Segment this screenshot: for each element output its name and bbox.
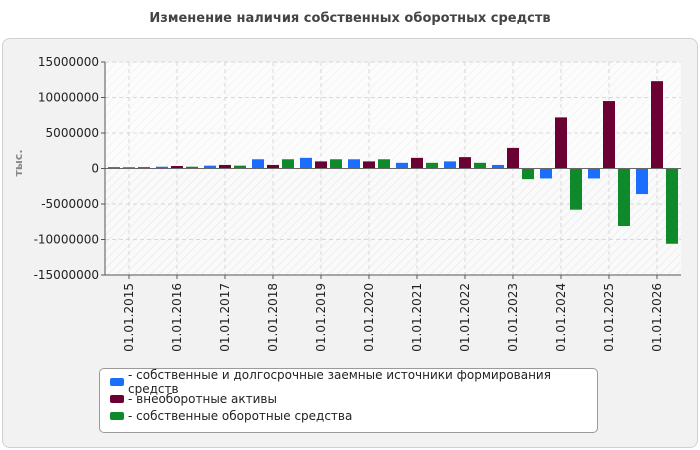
bar (234, 165, 246, 169)
bar (522, 168, 534, 180)
bar (588, 168, 600, 179)
y-tick-label: 10000000 (38, 91, 99, 105)
bar (156, 166, 168, 169)
bar (636, 168, 648, 195)
y-tick-label: 5000000 (46, 126, 99, 140)
legend-item-working-capital: - собственные оборотные средства (110, 407, 597, 424)
y-tick-label: -15000000 (34, 268, 99, 282)
bar (378, 159, 390, 169)
bar (492, 164, 504, 169)
legend-label-working-capital: - собственные оборотные средства (128, 408, 353, 423)
x-tick-label: 01.01.2017 (218, 283, 232, 352)
bar (507, 147, 519, 169)
bar (396, 162, 408, 169)
bar (108, 167, 120, 169)
bar (474, 162, 486, 169)
legend-swatch-working-capital (110, 411, 124, 420)
legend-item-noncurrent-assets: - внеоборотные активы (110, 390, 597, 407)
bar (363, 161, 375, 169)
bar (603, 101, 615, 169)
bar (282, 159, 294, 169)
x-tick-label: 01.01.2023 (506, 283, 520, 352)
bar (348, 159, 360, 169)
bar (138, 167, 150, 169)
x-tick-label: 01.01.2016 (170, 283, 184, 352)
bar (204, 165, 216, 169)
bar (315, 161, 327, 169)
bar (555, 117, 567, 169)
bar (252, 159, 264, 169)
bar (171, 166, 183, 169)
bar (330, 159, 342, 169)
bar (219, 164, 231, 169)
x-tick-label: 01.01.2018 (266, 283, 280, 352)
bar (300, 157, 312, 169)
x-tick-label: 01.01.2019 (314, 283, 328, 352)
bar (411, 157, 423, 169)
bar (459, 157, 471, 169)
legend-swatch-sources (110, 377, 124, 386)
x-tick-label: 01.01.2026 (650, 283, 664, 352)
axes: 15000000 10000000 5000000 0 -5000000 -1000000… (34, 55, 681, 352)
bar (426, 162, 438, 169)
bar (540, 168, 552, 179)
x-tick-label: 01.01.2021 (410, 283, 424, 352)
bar (267, 164, 279, 169)
bars (108, 81, 678, 244)
legend: - собственные и долгосрочные заемные ист… (99, 368, 598, 433)
x-tick-label: 01.01.2024 (554, 283, 568, 352)
y-tick-label: 15000000 (38, 55, 99, 69)
x-tick-label: 01.01.2015 (122, 283, 136, 352)
legend-item-sources: - собственные и долгосрочные заемные ист… (110, 368, 597, 396)
positive-band (105, 62, 681, 169)
bar (651, 81, 663, 169)
x-tick-label: 01.01.2022 (458, 283, 472, 352)
y-tick-label: -10000000 (34, 233, 99, 247)
legend-label-noncurrent-assets: - внеоборотные активы (128, 391, 277, 406)
y-tick-label: -5000000 (41, 197, 99, 211)
bar (444, 161, 456, 169)
bar (570, 168, 582, 210)
bar (123, 167, 135, 169)
x-tick-label: 01.01.2020 (362, 283, 376, 352)
x-tick-label: 01.01.2025 (602, 283, 616, 352)
chart-title: Изменение наличия собственных оборотных … (149, 11, 551, 26)
legend-swatch-noncurrent-assets (110, 394, 124, 403)
bar (666, 168, 678, 244)
bar (186, 166, 198, 169)
bar (618, 168, 630, 227)
y-axis-label: тыс. (12, 149, 25, 176)
legend-label-sources: - собственные и долгосрочные заемные ист… (128, 367, 551, 396)
y-tick-label: 0 (91, 162, 99, 176)
